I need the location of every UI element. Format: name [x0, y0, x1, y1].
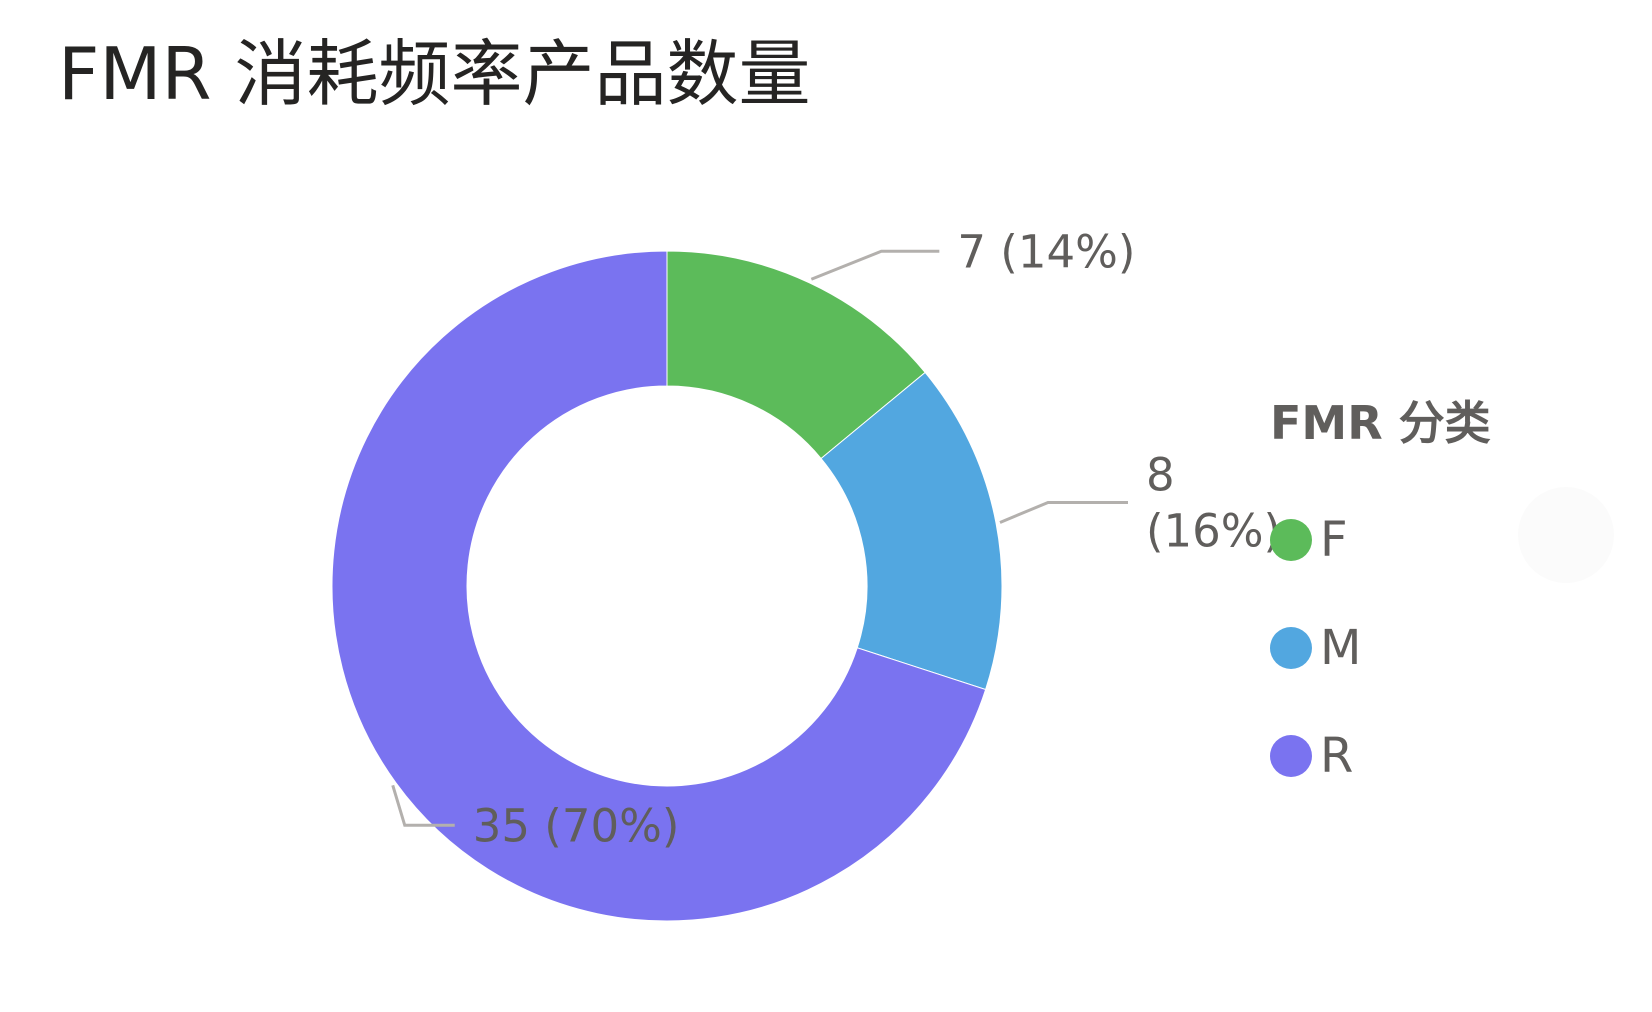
data-label-m: 8 (16%): [1146, 448, 1281, 557]
donut-slice-r[interactable]: [331, 250, 987, 922]
legend-swatch-m: [1270, 627, 1312, 669]
leader-line-m: [999, 500, 1128, 524]
data-labels: 7 (14%) 8 (16%) 35 (70%): [473, 225, 1281, 852]
data-label-r: 35 (70%): [473, 799, 680, 852]
donut-slice-f[interactable]: [666, 250, 926, 460]
legend: FMR 分类 F M R: [1270, 400, 1600, 810]
chart-title: FMR 消耗频率产品数量: [58, 32, 811, 116]
legend-item-r[interactable]: R: [1270, 702, 1600, 810]
legend-title: FMR 分类: [1270, 396, 1491, 450]
data-label-f: 7 (14%): [957, 225, 1135, 278]
legend-label-m: M: [1320, 620, 1362, 676]
leader-line-f: [810, 249, 940, 281]
donut-slice-m[interactable]: [820, 371, 1003, 691]
legend-item-f[interactable]: F: [1270, 486, 1600, 594]
legend-label-r: R: [1320, 728, 1354, 784]
donut-slices[interactable]: [331, 250, 1003, 922]
legend-item-m[interactable]: M: [1270, 594, 1600, 702]
legend-swatch-r: [1270, 735, 1312, 777]
leader-lines: [391, 249, 1128, 827]
focus-mode-hint[interactable]: [1518, 487, 1614, 583]
legend-label-f: F: [1320, 512, 1348, 568]
legend-swatch-f: [1270, 519, 1312, 561]
leader-line-r: [391, 784, 455, 827]
